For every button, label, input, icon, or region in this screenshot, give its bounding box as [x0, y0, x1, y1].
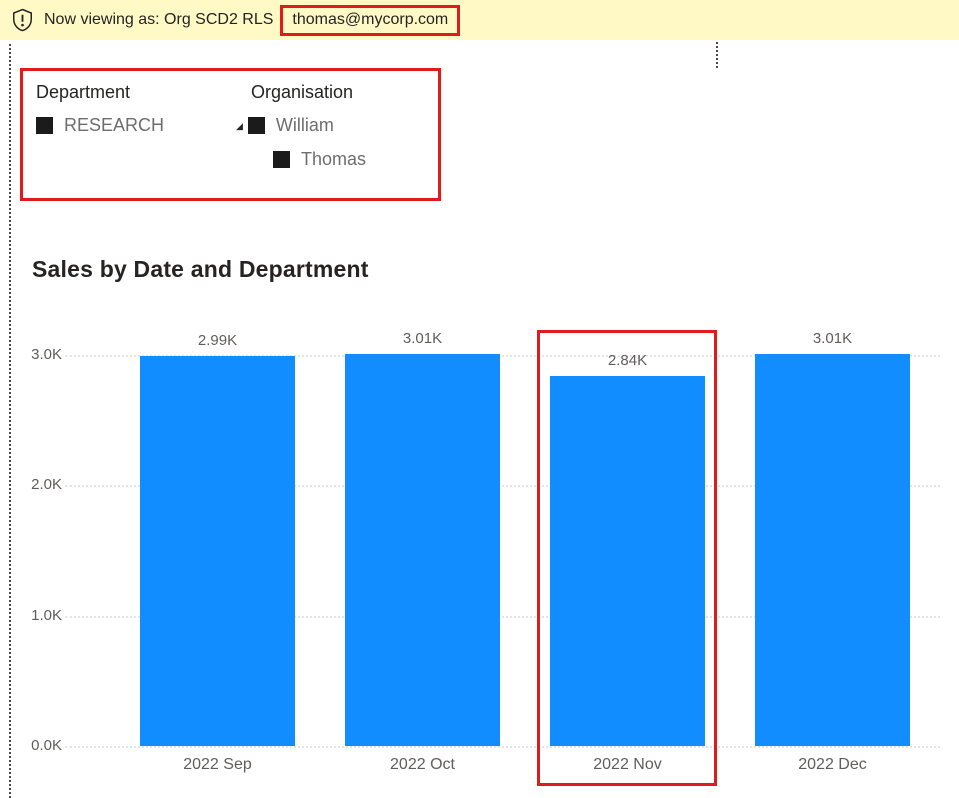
slicer-annotation-box: Department RESEARCH Organisation ◢ Willi… — [20, 68, 441, 201]
gridline — [65, 355, 940, 357]
bar-value-label: 3.01K — [812, 329, 853, 347]
email-annotation-box: thomas@mycorp.com — [280, 4, 461, 36]
view-as-email: thomas@mycorp.com — [292, 10, 449, 28]
slicer-item-thomas[interactable]: Thomas — [273, 149, 366, 170]
slicer-item-william[interactable]: ◢ William — [236, 115, 334, 136]
view-as-message: Now viewing as: Org SCD2 RLS — [44, 11, 274, 28]
bar-2022-sep[interactable] — [140, 356, 295, 746]
organisation-slicer-title: Organisation — [251, 82, 354, 102]
x-axis-category-label: 2022 Dec — [798, 756, 867, 773]
slicer-item-label: RESEARCH — [64, 115, 165, 135]
y-axis-tick-label: 2.0K — [31, 476, 62, 494]
x-axis-category-label: 2022 Oct — [390, 756, 455, 773]
visual-selection-dotted-border — [9, 44, 11, 798]
bar-value-label: 2.84K — [607, 351, 648, 369]
bar-2022-dec[interactable] — [755, 353, 910, 746]
gridline — [65, 746, 940, 748]
bar-annotation-box — [537, 330, 717, 786]
collapse-triangle-icon[interactable]: ◢ — [236, 121, 243, 131]
x-axis-category-label: 2022 Sep — [183, 756, 252, 773]
view-as-banner: Now viewing as: Org SCD2 RLS thomas@myco… — [0, 0, 959, 40]
slicer-item-research[interactable]: RESEARCH — [36, 115, 164, 136]
gridline — [65, 485, 940, 488]
slicer-item-label: William — [275, 115, 334, 135]
plot-area: 3.0K 2.0K 1.0K 0.0K 2.99K 2022 Sep 3.01K 2022 O… — [0, 300, 959, 798]
y-axis-tick-label: 3.0K — [31, 346, 62, 363]
department-slicer-title: Department — [36, 82, 131, 102]
chart-title: Sales by Date and Department — [32, 256, 369, 282]
x-axis-category-label: 2022 Nov — [593, 756, 662, 773]
bar-value-label: 3.01K — [402, 329, 443, 347]
shield-warning-icon — [12, 8, 33, 32]
visual-selection-dotted-border-segment — [716, 42, 718, 68]
y-axis-tick-label: 0.0K — [31, 737, 62, 754]
checkbox-checked-icon[interactable] — [247, 117, 265, 134]
checkbox-checked-icon[interactable] — [36, 117, 53, 134]
bar-2022-nov[interactable] — [550, 375, 705, 746]
checkbox-checked-icon[interactable] — [273, 151, 290, 168]
bar-value-label: 2.99K — [197, 332, 238, 350]
y-axis-tick-label: 1.0K — [31, 606, 62, 624]
bar-2022-oct[interactable] — [345, 353, 500, 746]
slicer-item-label: Thomas — [301, 149, 367, 169]
gridline — [65, 615, 940, 618]
